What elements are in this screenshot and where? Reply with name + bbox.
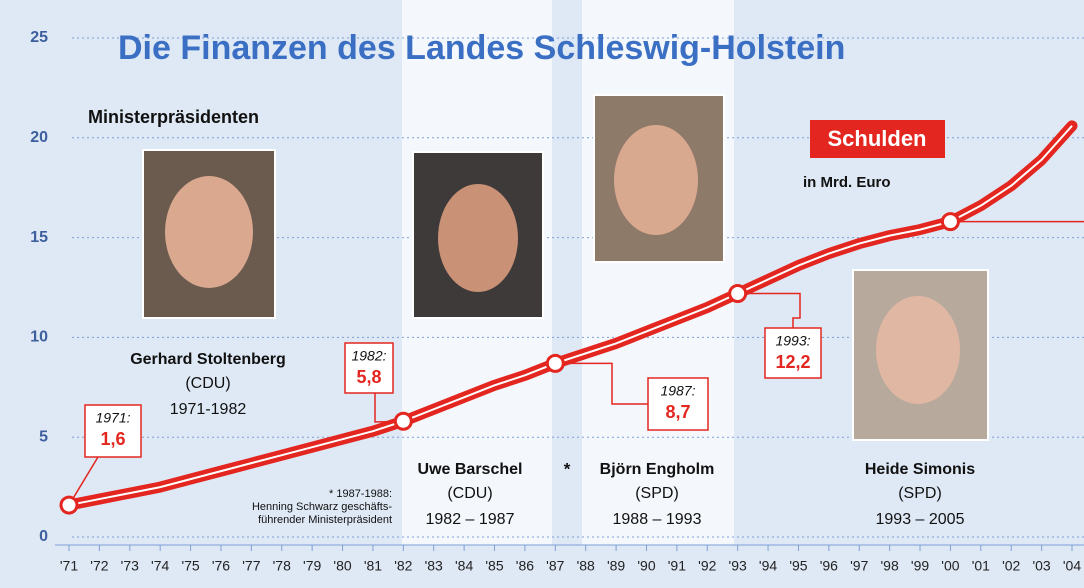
x-tick-label: '76 <box>212 558 230 574</box>
x-tick-label: '03 <box>1032 558 1050 574</box>
photo-face <box>165 176 253 288</box>
point-marker <box>547 355 563 371</box>
x-tick-label: '86 <box>516 558 534 574</box>
data-label: 1,6 <box>100 429 125 449</box>
x-tick-label: '98 <box>881 558 899 574</box>
x-tick-label: '01 <box>972 558 990 574</box>
x-tick-label: '75 <box>181 558 199 574</box>
x-tick-label: '85 <box>485 558 503 574</box>
footnote: Henning Schwarz geschäfts- <box>252 501 392 513</box>
x-tick-label: '84 <box>455 558 473 574</box>
x-tick-label: '74 <box>151 558 169 574</box>
minister-party: (SPD) <box>635 485 679 502</box>
x-tick-label: '93 <box>729 558 747 574</box>
x-tick-label: '89 <box>607 558 625 574</box>
x-tick-label: '02 <box>1002 558 1020 574</box>
point-marker <box>395 413 411 429</box>
x-tick-label: '80 <box>333 558 351 574</box>
callout-year: 1987: <box>660 383 695 399</box>
callout-year: 1971: <box>95 410 130 426</box>
x-tick-label: '73 <box>121 558 139 574</box>
y-tick-label: 20 <box>30 129 48 146</box>
data-label: 12,2 <box>775 352 810 372</box>
photo-face <box>438 184 518 292</box>
photo-face <box>876 296 960 404</box>
x-tick-label: '00 <box>941 558 959 574</box>
x-tick-label: '78 <box>273 558 291 574</box>
x-tick-label: '94 <box>759 558 777 574</box>
x-tick-label: '82 <box>394 558 412 574</box>
x-tick-label: '99 <box>911 558 929 574</box>
footnote: führender Ministerpräsident <box>258 514 392 526</box>
x-tick-label: '88 <box>577 558 595 574</box>
y-tick-label: 5 <box>39 428 48 445</box>
heading: Ministerpräsidenten <box>88 107 259 127</box>
minister-name: Uwe Barschel <box>418 461 523 478</box>
x-tick-label: '04 <box>1063 558 1081 574</box>
x-tick-label: '95 <box>789 558 807 574</box>
y-tick-label: 10 <box>30 329 48 346</box>
point-marker <box>942 214 958 230</box>
point-marker <box>61 497 77 513</box>
x-tick-label: '77 <box>242 558 260 574</box>
minister-party: (CDU) <box>185 375 230 392</box>
minister-name: Heide Simonis <box>865 461 975 478</box>
x-tick-label: '83 <box>425 558 443 574</box>
point-marker <box>730 285 746 301</box>
chart-title: Die Finanzen des Landes Schleswig-Holste… <box>118 29 845 67</box>
x-tick-label: '97 <box>850 558 868 574</box>
y-tick-label: 0 <box>39 528 48 545</box>
x-tick-label: '72 <box>90 558 108 574</box>
x-tick-label: '81 <box>364 558 382 574</box>
footnote: * 1987-1988: <box>329 488 392 500</box>
x-tick-label: '92 <box>698 558 716 574</box>
x-tick-label: '91 <box>668 558 686 574</box>
data-label: 8,7 <box>665 402 690 422</box>
legend-label: Schulden <box>827 126 926 151</box>
x-tick-label: '96 <box>820 558 838 574</box>
callout-year: 1982: <box>351 348 386 364</box>
y-tick-label: 15 <box>30 229 48 246</box>
minister-name: Gerhard Stoltenberg <box>130 351 286 368</box>
minister-name: Björn Engholm <box>600 461 715 478</box>
minister-term: 1993 – 2005 <box>876 511 965 528</box>
x-tick-label: '79 <box>303 558 321 574</box>
footnote-mark: * <box>564 459 571 478</box>
minister-term: 1982 – 1987 <box>426 511 515 528</box>
x-tick-label: '71 <box>60 558 78 574</box>
minister-party: (SPD) <box>898 485 942 502</box>
unit-label: in Mrd. Euro <box>803 174 891 191</box>
chart: Die Finanzen des Landes Schleswig-Holste… <box>0 0 1084 588</box>
x-tick-label: '87 <box>546 558 564 574</box>
minister-party: (CDU) <box>447 485 492 502</box>
minister-term: 1971-1982 <box>170 401 247 418</box>
x-tick-label: '90 <box>637 558 655 574</box>
data-label: 5,8 <box>356 367 381 387</box>
y-tick-label: 25 <box>30 29 48 46</box>
minister-term: 1988 – 1993 <box>613 511 702 528</box>
callout-year: 1993: <box>775 333 810 349</box>
photo-face <box>614 125 698 235</box>
